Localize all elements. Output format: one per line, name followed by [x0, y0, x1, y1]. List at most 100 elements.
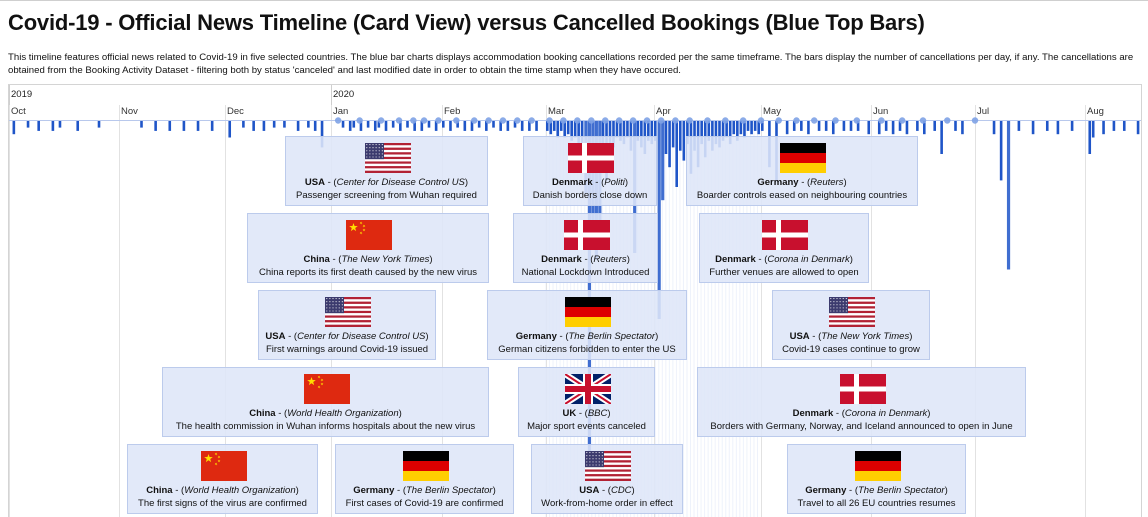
news-card[interactable]: USA - (Center for Disease Control US) Pas…	[285, 136, 488, 206]
cancellation-bar[interactable]	[283, 121, 286, 128]
cancellation-bar[interactable]	[954, 121, 957, 131]
cancellation-bar[interactable]	[528, 121, 531, 131]
cancellation-bar[interactable]	[728, 121, 732, 145]
cancellation-bar[interactable]	[563, 121, 567, 138]
cancellation-bar[interactable]	[792, 121, 796, 131]
cancellation-bar[interactable]	[307, 121, 310, 128]
cancellation-bar[interactable]	[664, 121, 668, 154]
news-card[interactable]: USA - (Center for Disease Control US) Fir…	[258, 290, 436, 360]
cancellation-bar[interactable]	[629, 121, 633, 151]
cancellation-bar[interactable]	[442, 121, 445, 128]
news-card[interactable]: Denmark - (Corona in Denmark) Borders wit…	[697, 367, 1026, 437]
news-marker[interactable]	[944, 117, 951, 124]
cancellation-bar[interactable]	[535, 121, 538, 131]
cancellation-bar[interactable]	[228, 121, 232, 138]
cancellation-bar[interactable]	[296, 121, 300, 131]
cancellation-bar[interactable]	[640, 121, 643, 148]
cancellation-bar[interactable]	[856, 121, 860, 131]
cancellation-bar[interactable]	[182, 121, 186, 131]
cancellation-bar[interactable]	[463, 121, 467, 131]
news-marker[interactable]	[793, 117, 800, 124]
news-card[interactable]: Germany - (The Berlin Spectator) German c…	[487, 290, 687, 360]
cancellation-bar[interactable]	[449, 121, 452, 131]
cancellation-bar[interactable]	[884, 121, 888, 131]
news-marker[interactable]	[672, 117, 679, 124]
news-marker[interactable]	[574, 117, 581, 124]
cancellation-bar[interactable]	[736, 121, 739, 141]
cancellation-bar[interactable]	[757, 121, 761, 135]
cancellation-bar[interactable]	[168, 121, 172, 131]
news-marker[interactable]	[971, 117, 979, 124]
cancellation-bar[interactable]	[626, 121, 629, 138]
cancellation-bar[interactable]	[714, 121, 718, 145]
cancellation-bar[interactable]	[1136, 121, 1140, 135]
news-card[interactable]: USA - (The New York Times) Covid-19 cases…	[772, 290, 930, 360]
news-card[interactable]: China - (World Health Organization) The h…	[162, 367, 489, 437]
news-marker[interactable]	[615, 117, 623, 124]
cancellation-bar[interactable]	[817, 121, 821, 131]
cancellation-bar[interactable]	[546, 121, 549, 131]
cancellation-bar[interactable]	[556, 121, 560, 138]
cancellation-bar[interactable]	[898, 121, 902, 131]
cancellation-bar[interactable]	[849, 121, 853, 131]
cancellation-bar[interactable]	[373, 121, 377, 131]
cancellation-bar[interactable]	[739, 121, 743, 135]
cancellation-bar[interactable]	[700, 121, 703, 145]
cancellation-bar[interactable]	[732, 121, 736, 135]
news-marker[interactable]	[757, 117, 765, 124]
news-card[interactable]: China - (The New York Times) China report…	[247, 213, 489, 283]
cancellation-bar[interactable]	[891, 121, 895, 135]
cancellation-bar[interactable]	[800, 121, 803, 131]
cancellation-bar[interactable]	[867, 121, 871, 135]
cancellation-bar[interactable]	[58, 121, 62, 128]
news-marker[interactable]	[704, 117, 711, 124]
cancellation-bar[interactable]	[549, 121, 553, 135]
cancellation-bar[interactable]	[999, 121, 1003, 181]
cancellation-bar[interactable]	[682, 121, 686, 161]
cancellation-bar[interactable]	[647, 121, 650, 141]
cancellation-bar[interactable]	[485, 121, 488, 131]
cancellation-bar[interactable]	[725, 121, 728, 138]
cancellation-bar[interactable]	[573, 121, 577, 138]
cancellation-bar[interactable]	[686, 121, 689, 145]
timeline-panel[interactable]: Oct Nov Dec Jan Feb Mar Apr May Jun Jul Aug 2019 202…	[8, 84, 1142, 517]
cancellation-bar[interactable]	[76, 121, 80, 131]
cancellation-bar[interactable]	[619, 121, 622, 141]
cancellation-bar[interactable]	[140, 121, 143, 128]
cancellation-bar[interactable]	[612, 121, 615, 148]
news-marker[interactable]	[560, 117, 567, 124]
cancellation-bar[interactable]	[671, 121, 675, 148]
cancellation-bar[interactable]	[399, 121, 402, 131]
cancellation-bar[interactable]	[262, 121, 266, 131]
news-marker[interactable]	[420, 117, 428, 124]
cancellation-bar[interactable]	[753, 121, 757, 131]
news-card[interactable]: Denmark - (Politi) Danish borders close d…	[523, 136, 657, 206]
cancellation-bar[interactable]	[97, 121, 101, 128]
cancellation-bar[interactable]	[406, 121, 409, 128]
news-marker[interactable]	[435, 117, 442, 124]
cancellation-bar[interactable]	[842, 121, 846, 131]
cancellation-bar[interactable]	[477, 121, 481, 128]
cancellation-bar[interactable]	[761, 121, 764, 131]
cancellation-bar[interactable]	[559, 121, 563, 131]
cancellation-bar[interactable]	[675, 121, 678, 187]
cancellation-bar[interactable]	[587, 121, 592, 451]
news-marker[interactable]	[588, 117, 595, 124]
cancellation-bar[interactable]	[456, 121, 459, 128]
cancellation-bar[interactable]	[1091, 121, 1095, 138]
cancellation-bar[interactable]	[552, 121, 556, 131]
news-card[interactable]: Germany - (Reuters) Boarder controls ease…	[686, 136, 918, 206]
cancellation-bar[interactable]	[933, 121, 936, 131]
news-marker[interactable]	[832, 117, 839, 124]
cancellation-bar[interactable]	[434, 121, 438, 131]
cancellation-bar[interactable]	[210, 121, 214, 131]
cancellation-bar[interactable]	[348, 121, 352, 131]
news-marker[interactable]	[356, 117, 363, 124]
cancellation-bar[interactable]	[824, 121, 828, 131]
news-marker[interactable]	[722, 117, 729, 124]
cancellation-bar[interactable]	[320, 121, 324, 148]
cancellation-bar[interactable]	[37, 121, 40, 131]
news-marker[interactable]	[602, 117, 609, 124]
cancellation-bar[interactable]	[636, 121, 640, 141]
cancellation-bar[interactable]	[513, 121, 517, 128]
